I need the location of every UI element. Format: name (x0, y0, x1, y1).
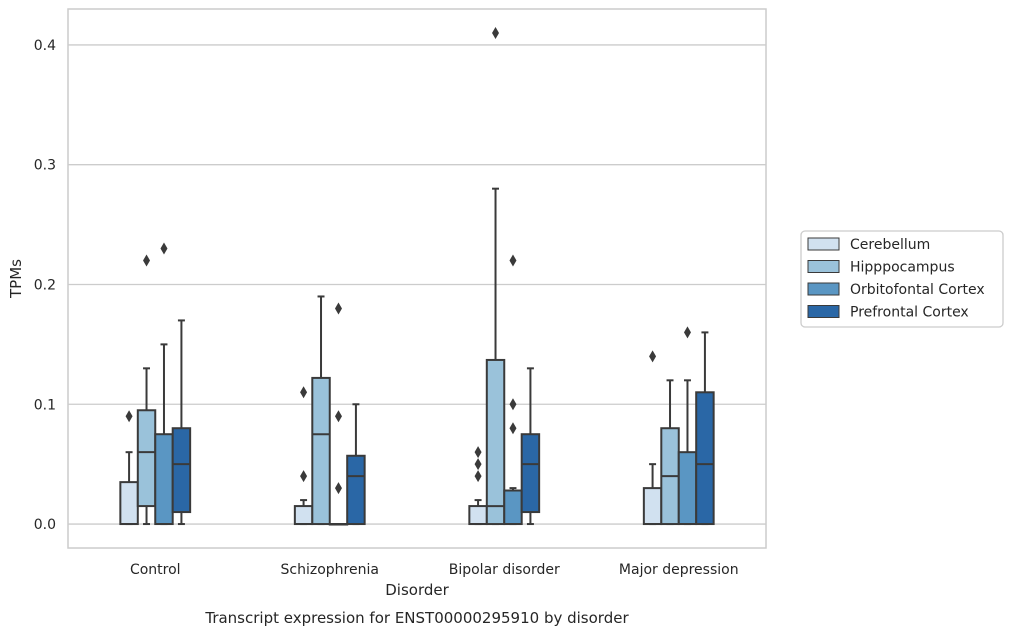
y-axis-ticks: 0.0 0.1 0.2 0.3 0.4 (34, 38, 56, 533)
outlier-point (334, 410, 342, 423)
x-axis-ticks: Control Schizophrenia Bipolar disorder Majo… (130, 562, 739, 578)
legend-swatch (807, 282, 840, 296)
y-tick-label: 0.1 (34, 397, 56, 413)
category-group-major-depression (642, 326, 715, 526)
legend-label: Cerebellum (850, 237, 930, 253)
box-series (119, 26, 715, 526)
outlier-point (683, 326, 691, 339)
chart-caption: Transcript expression for ENST0000029591… (204, 609, 629, 627)
box (642, 487, 663, 526)
outlier-point (143, 254, 151, 267)
outlier-point (474, 458, 482, 471)
x-tick-label: Schizophrenia (281, 562, 379, 578)
box (485, 358, 506, 526)
box (136, 409, 157, 508)
outlier-point (509, 254, 517, 267)
outlier-point (300, 470, 308, 483)
box (520, 433, 541, 514)
box (468, 505, 488, 526)
legend-label: Hipppocampus (850, 260, 955, 276)
outlier-point (474, 470, 482, 483)
x-tick-label: Major depression (619, 562, 739, 578)
outlier-point (649, 350, 657, 363)
chart-legend: Cerebellum Hipppocampus Orbitofontal Corte… (800, 230, 1004, 328)
outlier-point (334, 482, 342, 495)
outlier-point (160, 242, 168, 255)
legend-swatch (807, 260, 840, 273)
y-tick-label: 0.3 (34, 158, 56, 174)
y-tick-label: 0.4 (34, 38, 56, 54)
legend-swatch (807, 237, 840, 251)
legend-label: Orbitofontal Cortex (850, 282, 985, 298)
category-group-schizophrenia (293, 295, 366, 526)
outlier-point (509, 422, 517, 435)
box (503, 489, 523, 526)
legend-frame (800, 230, 1004, 328)
outlier-point (509, 398, 517, 411)
x-tick-label: Bipolar disorder (449, 562, 560, 578)
box (311, 376, 331, 526)
category-group-bipolar-disorder (468, 26, 541, 526)
x-axis-label: Disorder (385, 581, 449, 599)
outlier-point (125, 410, 133, 423)
outlier-point (492, 26, 500, 39)
box (119, 481, 139, 526)
box (293, 505, 314, 526)
legend-swatch (807, 305, 840, 318)
box (695, 391, 715, 526)
outlier-point (334, 302, 342, 315)
box (346, 454, 366, 526)
outlier-point (300, 386, 308, 399)
plot-area-frame (67, 8, 767, 549)
box (171, 427, 192, 514)
legend-label: Prefrontal Cortex (850, 305, 969, 321)
outlier-point (474, 446, 482, 459)
y-tick-label: 0.0 (34, 517, 56, 533)
y-axis-label: TPMs (7, 259, 25, 299)
y-tick-label: 0.2 (34, 277, 56, 293)
box (677, 451, 698, 526)
box (154, 433, 174, 526)
x-tick-label: Control (130, 562, 181, 578)
category-group-control (119, 242, 192, 526)
